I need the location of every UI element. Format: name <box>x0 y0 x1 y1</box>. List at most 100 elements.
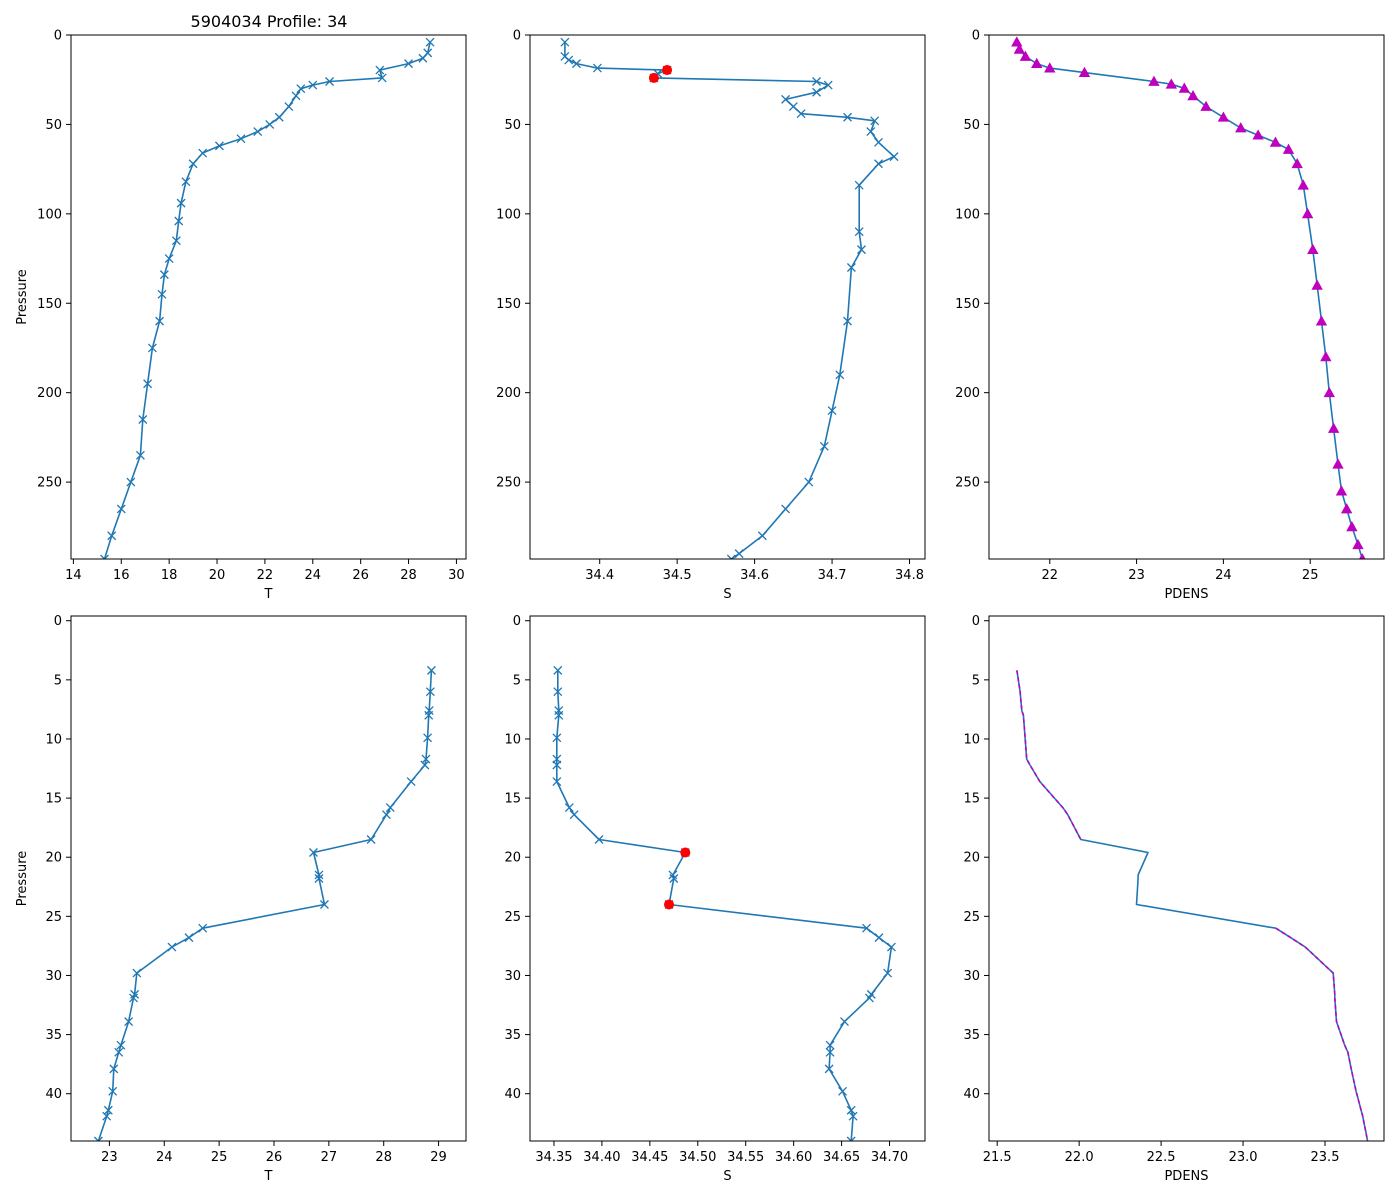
data-point <box>560 37 570 47</box>
x-tick-label: 34.70 <box>871 1150 908 1165</box>
y-tick-label: 10 <box>45 732 62 747</box>
data-point <box>126 477 136 487</box>
flagged-point <box>680 847 691 858</box>
data-point <box>1078 66 1091 77</box>
data-point <box>812 87 822 97</box>
y-tick-label: 25 <box>45 910 62 925</box>
data-point <box>377 73 387 83</box>
y-tick-label: 50 <box>45 118 62 133</box>
x-tick-label: 34.7 <box>818 568 847 583</box>
data-point <box>564 803 574 813</box>
x-tick-label: 23.0 <box>1229 1150 1258 1165</box>
data-point <box>572 59 581 69</box>
x-tick-label: 22 <box>1041 568 1058 583</box>
data-point <box>552 733 562 743</box>
x-tick-label: 28 <box>375 1150 392 1165</box>
data-point <box>1269 136 1282 147</box>
panel-temperature-zoom: 23 24 25 26 27 28 29 0 5 10 15 20 25 30 35 40 T Pressure <box>15 614 467 1184</box>
y-tick-label: 35 <box>504 1028 521 1043</box>
data-point <box>870 116 880 126</box>
y-tick-label: 5 <box>972 673 980 688</box>
data-point <box>552 760 562 770</box>
data-point <box>874 137 883 147</box>
data-point <box>848 1111 858 1121</box>
data-point <box>108 1086 118 1096</box>
data-point <box>1291 157 1303 169</box>
data-point <box>155 316 165 326</box>
data-point <box>308 80 318 90</box>
data-point <box>198 148 208 158</box>
axes-frame <box>70 615 467 1142</box>
data-point <box>100 554 109 559</box>
x-tick-label: 25 <box>1302 568 1319 583</box>
data-point <box>325 77 335 86</box>
overlay-dashed-line <box>1275 927 1369 1141</box>
data-point <box>314 874 324 883</box>
x-tick-label: 34.8 <box>895 568 924 583</box>
data-point <box>864 993 874 1003</box>
data-point <box>309 848 318 857</box>
data-point <box>825 1040 835 1050</box>
data-point <box>889 152 899 162</box>
data-point <box>1297 179 1309 190</box>
x-tick-label: 34.35 <box>535 1150 572 1165</box>
x-tick-label: 28 <box>400 568 417 583</box>
y-tick-label: 5 <box>54 673 62 688</box>
y-tick-label: 0 <box>972 614 980 629</box>
y-tick-label: 200 <box>955 386 980 401</box>
data-point <box>726 554 736 559</box>
x-tick-label: 26 <box>266 1150 283 1165</box>
data-point <box>184 933 194 943</box>
plot-area <box>1016 670 1369 1141</box>
data-point <box>157 289 167 299</box>
y-tick-label: 200 <box>496 386 521 401</box>
data-point <box>366 835 376 844</box>
data-point <box>1320 351 1332 362</box>
x-axis-label: S <box>723 1169 731 1184</box>
data-point <box>423 733 433 743</box>
data-point <box>846 1136 856 1141</box>
data-point <box>1187 89 1199 101</box>
y-tick-label: 25 <box>963 910 980 925</box>
data-point <box>1301 208 1314 219</box>
data-point <box>757 531 767 541</box>
data-point <box>198 923 208 933</box>
axes-frame <box>988 34 1385 560</box>
data-point <box>1327 422 1340 433</box>
x-tick-label: 23 <box>1128 568 1145 583</box>
data-point <box>552 777 562 787</box>
axes-frame <box>529 34 926 560</box>
data-point <box>296 84 306 94</box>
data-point <box>1282 143 1295 154</box>
x-tick-label: 20 <box>209 568 226 583</box>
data-point <box>1335 485 1348 496</box>
plot-area <box>560 37 899 559</box>
data-point <box>1315 315 1328 326</box>
data-point <box>319 900 329 909</box>
data-point <box>554 710 564 720</box>
data-point <box>835 370 845 380</box>
data-point <box>424 710 434 720</box>
data-point <box>1340 503 1353 514</box>
x-tick-label: 23.5 <box>1311 1150 1340 1165</box>
data-point <box>1252 129 1264 140</box>
y-tick-label: 10 <box>963 732 980 747</box>
x-axis-label: PDENS <box>1164 587 1208 602</box>
y-tick-label: 0 <box>54 29 62 44</box>
x-tick-label: 34.45 <box>631 1150 668 1165</box>
data-point <box>116 1040 126 1050</box>
x-axis-label: T <box>264 1169 273 1184</box>
data-point <box>102 1111 112 1121</box>
y-tick-label: 150 <box>955 297 980 312</box>
data-point <box>138 415 148 424</box>
data-point <box>1165 78 1177 89</box>
x-tick-label: 16 <box>113 568 130 583</box>
y-tick-label: 40 <box>504 1087 521 1102</box>
data-point <box>176 198 186 208</box>
data-point <box>874 933 884 943</box>
data-point <box>147 343 157 353</box>
y-tick-label: 25 <box>504 910 521 925</box>
y-axis-label: Pressure <box>15 851 30 907</box>
data-point <box>812 77 822 86</box>
data-point <box>857 245 866 255</box>
